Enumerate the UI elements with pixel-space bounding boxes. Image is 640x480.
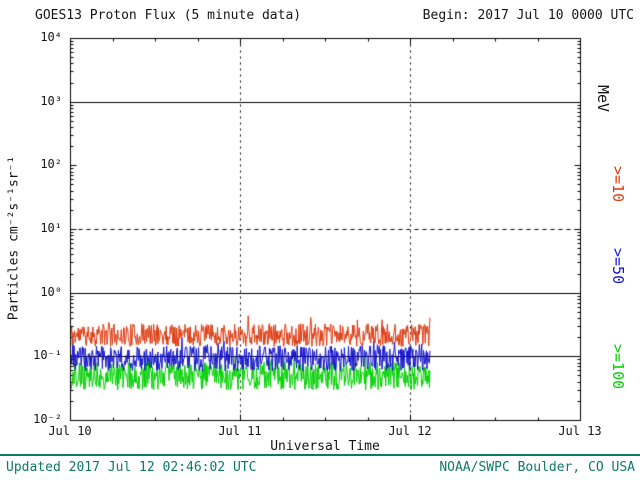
y-tick-label: 10⁻¹	[33, 348, 62, 363]
x-tick-label: Jul 13	[558, 424, 602, 438]
y-tick-label: 10¹	[40, 221, 62, 235]
y-tick-label: 10³	[40, 93, 62, 108]
x-tick-label: Jul 10	[48, 424, 92, 438]
series-label-ge10: >=10	[609, 166, 627, 203]
y-tick-label: 10⁴	[40, 30, 62, 44]
begin-time-label: Begin: 2017 Jul 10 0000 UTC	[422, 8, 634, 23]
footer-divider	[0, 454, 640, 456]
credit-label: NOAA/SWPC Boulder, CO USA	[439, 460, 635, 475]
y-tick-label: 10²	[40, 157, 62, 172]
x-tick-label: Jul 12	[388, 424, 432, 438]
series-label-ge100: >=100	[609, 344, 627, 390]
updated-timestamp: Updated 2017 Jul 12 02:46:02 UTC	[6, 460, 257, 475]
y-tick-label: 10⁰	[40, 284, 62, 299]
y-tick-label: 10⁻²	[33, 412, 62, 426]
x-axis-label: Universal Time	[270, 439, 380, 454]
x-tick-label: Jul 11	[218, 424, 262, 438]
chart-title: GOES13 Proton Flux (5 minute data)	[35, 8, 302, 23]
series-label-ge50: >=50	[609, 248, 627, 285]
mev-unit-label: MeV	[594, 85, 612, 113]
